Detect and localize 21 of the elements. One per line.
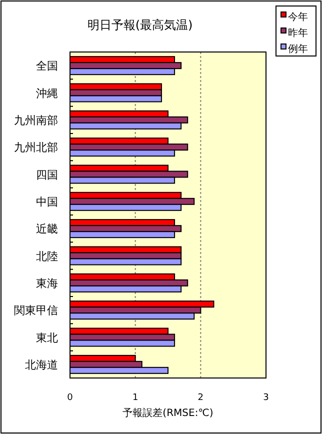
legend-label: 例年 <box>288 43 308 55</box>
y-tick-label: 九州南部 <box>14 114 58 127</box>
y-tick-label: 東北 <box>36 331 58 344</box>
legend-label: 今年 <box>288 11 308 23</box>
x-axis-title: 予報誤差(RMSE:℃) <box>122 407 214 419</box>
x-tick-label: 1 <box>132 393 138 403</box>
x-tick-label: 2 <box>198 393 204 403</box>
y-tick-label: 四国 <box>36 168 58 182</box>
legend-label: 昨年 <box>288 27 308 39</box>
y-tick-label: 北陸 <box>36 250 58 263</box>
chart-title: 明日予報(最高気温) <box>87 18 193 32</box>
y-tick-label: 沖縄 <box>36 86 58 100</box>
y-tick-label: 全国 <box>36 60 58 73</box>
y-tick-label: 東海 <box>36 276 58 290</box>
x-tick-label: 0 <box>67 393 74 403</box>
y-tick-label: 中国 <box>36 195 58 208</box>
x-tick-label: 3 <box>263 393 269 403</box>
y-tick-label: 近畿 <box>36 222 58 236</box>
y-tick-label: 九州北部 <box>14 141 58 154</box>
y-tick-label: 北海道 <box>25 358 58 372</box>
y-tick-label: 関東甲信 <box>14 304 58 318</box>
